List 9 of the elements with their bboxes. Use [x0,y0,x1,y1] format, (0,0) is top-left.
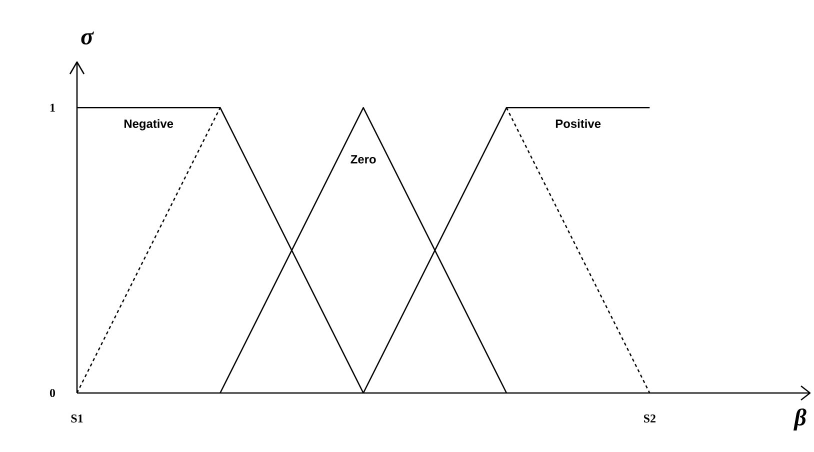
series-label: Positive [556,119,601,128]
x-tick-label: S1 [71,414,83,423]
y-axis-title: σ [81,32,94,44]
series-label: Zero [350,155,376,164]
y-tick-label: 1 [50,104,55,112]
x-axis-title: β [794,408,806,430]
series-label: Negative [124,119,174,130]
x-tick-label: S2 [644,414,656,423]
y-tick-label: 0 [50,388,56,398]
